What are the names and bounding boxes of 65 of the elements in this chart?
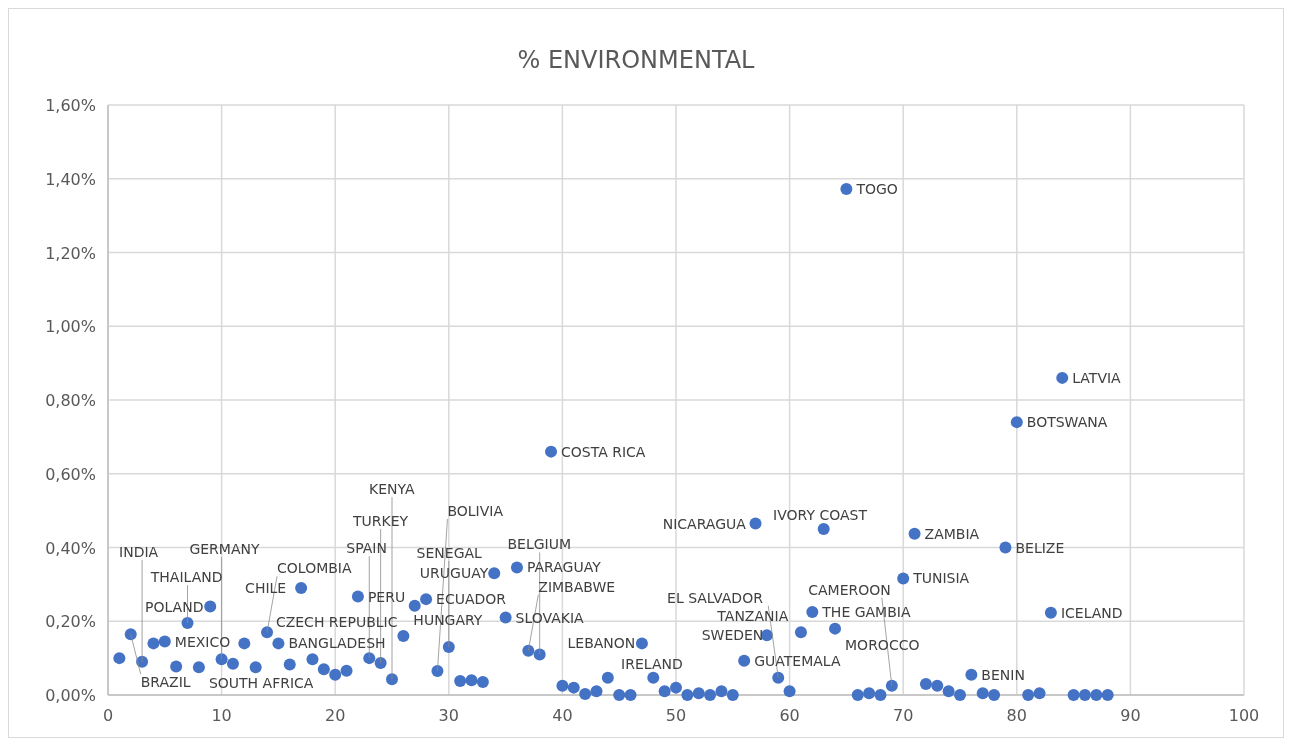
annotation: BELIZE [1015,539,1065,556]
x-tick-label: 80 [1006,706,1027,725]
y-tick-label: 0,00% [45,686,96,705]
annotation: BANGLADESH [288,635,386,652]
y-tick-label: 0,40% [45,538,96,558]
annotation: GUATEMALA [754,652,841,669]
annotation: PERU [367,588,406,605]
annotation: KENYA [369,481,415,498]
y-tick-label: 1,40% [45,169,96,189]
annotation: ECUADOR [436,591,507,608]
annotation: MOROCCO [845,636,920,653]
annotation: SWEDEN [701,627,764,644]
y-tick-label: 0,80% [45,391,96,410]
annotation: COLOMBIA [277,560,352,577]
annotation: SPAIN [346,540,387,557]
chart-title: % ENVIRONMENTAL [517,46,756,74]
annotation: NICARAGUA [662,515,747,532]
annotation: CAMEROON [808,581,891,598]
y-tick-label: 0,60% [45,464,96,484]
annotation: TANZANIA [716,608,789,625]
annotation: THAILAND [149,569,223,586]
annotation: COSTA RICA [561,443,646,460]
annotation: POLAND [145,598,204,615]
x-tick-label: 30 [438,706,459,725]
annotation: BOLIVIA [447,503,504,520]
y-tick-label: 1,20% [45,243,96,263]
x-tick-label: 40 [552,706,573,725]
annotation: SOUTH AFRICA [208,675,314,692]
annotation: MEXICO [174,633,231,650]
annotation: LATVIA [1072,369,1122,386]
x-tick-label: 60 [779,706,800,725]
annotation: BRAZIL [140,674,191,691]
annotation: ZAMBIA [924,525,980,542]
x-tick-label: 90 [1120,706,1141,725]
annotation: ZIMBABWE [538,578,616,595]
y-tick-label: 1,60% [45,96,96,115]
x-tick-label: 50 [665,706,687,725]
x-tick-label: 100 [1228,706,1260,725]
annotation: INDIA [119,543,159,560]
annotation: HUNGARY [413,612,483,628]
x-tick-label: 20 [325,706,346,725]
annotation: CHILE [245,580,287,597]
x-tick-label: 0 [102,706,114,725]
annotation: PARAGUAY [526,559,602,576]
x-tick-label: 10 [211,706,232,725]
annotation: TUNISIA [912,570,970,587]
annotation: IRELAND [621,655,683,672]
annotation: LEBANON [567,635,636,652]
annotation: SENEGAL [416,545,483,562]
annotation: BELGIUM [507,536,572,553]
y-tick-label: 0,20% [45,612,96,632]
annotation: GERMANY [189,541,260,558]
annotation: IVORY COAST [773,507,868,524]
annotation: THE GAMBIA [821,604,911,621]
annotation: TOGO [855,181,898,198]
y-tick-label: 1,00% [45,317,96,337]
annotation: TURKEY [352,512,409,529]
x-tick-label: 70 [893,706,914,725]
annotation: EL SALVADOR [667,589,764,606]
annotation: BOTSWANA [1026,414,1108,431]
annotation: ICELAND [1060,604,1123,621]
annotation: SLOVAKIA [515,609,585,626]
annotation: BENIN [981,666,1025,683]
annotation: CZECH REPUBLIC [275,613,398,630]
annotation: URUGUAY [419,565,489,582]
